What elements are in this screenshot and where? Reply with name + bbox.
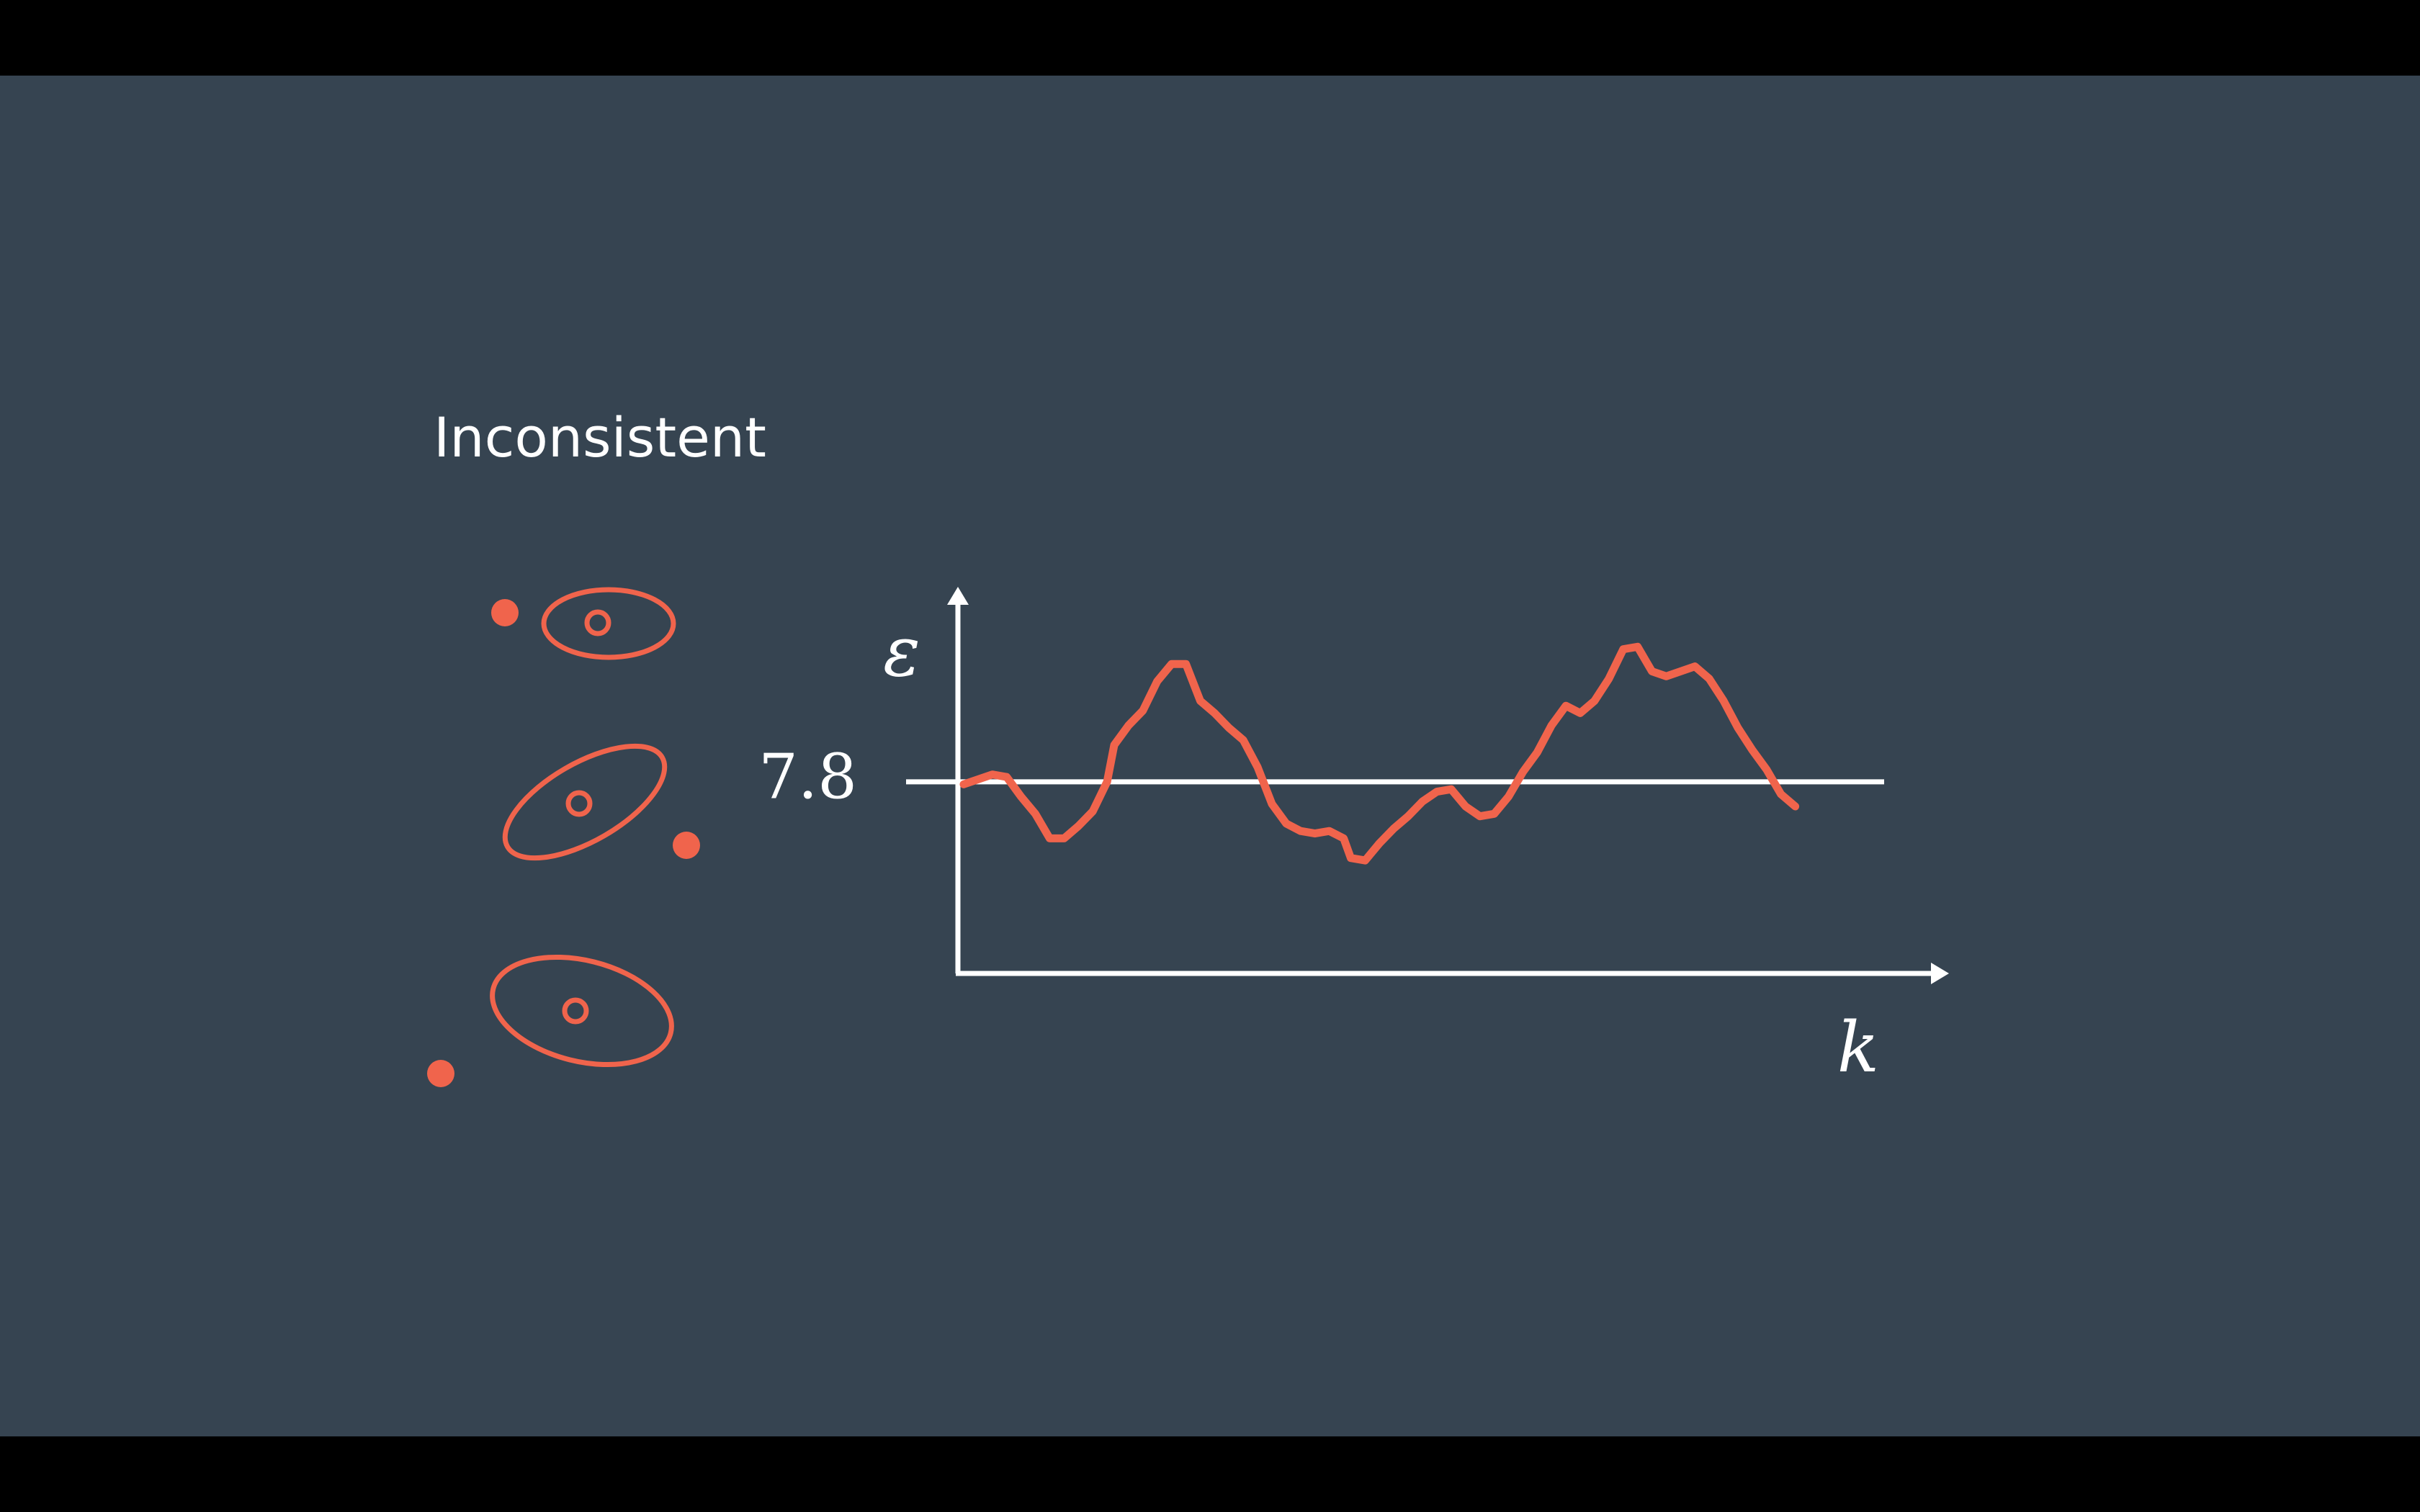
letterbox-top bbox=[0, 0, 2420, 76]
glyph-measurement-inside-ellipse bbox=[491, 587, 676, 660]
measurement-dot bbox=[673, 832, 700, 859]
estimate-center bbox=[565, 790, 593, 817]
covariance-ellipse bbox=[541, 587, 676, 660]
glyph-measurement-far-outside-ellipse bbox=[427, 954, 674, 1087]
letterbox-bottom bbox=[0, 1436, 2420, 1512]
measurement-dot bbox=[427, 1060, 454, 1087]
legend-glyphs bbox=[427, 587, 700, 1087]
series-line bbox=[959, 642, 1800, 865]
threshold-label: 7.8 bbox=[758, 741, 857, 813]
covariance-ellipse bbox=[490, 954, 674, 1068]
y-axis-arrowhead bbox=[947, 587, 969, 605]
estimate-center bbox=[562, 997, 589, 1025]
covariance-ellipse bbox=[502, 743, 668, 861]
y-axis-label: ε bbox=[883, 611, 920, 692]
slide-title: Inconsistent bbox=[434, 405, 766, 469]
estimate-center bbox=[584, 609, 611, 636]
measurement-dot bbox=[491, 599, 519, 626]
glyph-measurement-outside-ellipse-tilted bbox=[502, 743, 700, 861]
nis-chart: 7.8 ε k bbox=[758, 587, 1949, 1088]
slide bbox=[0, 76, 2420, 1436]
x-axis-label: k bbox=[1837, 1007, 1879, 1088]
x-axis-arrowhead bbox=[1931, 963, 1949, 984]
